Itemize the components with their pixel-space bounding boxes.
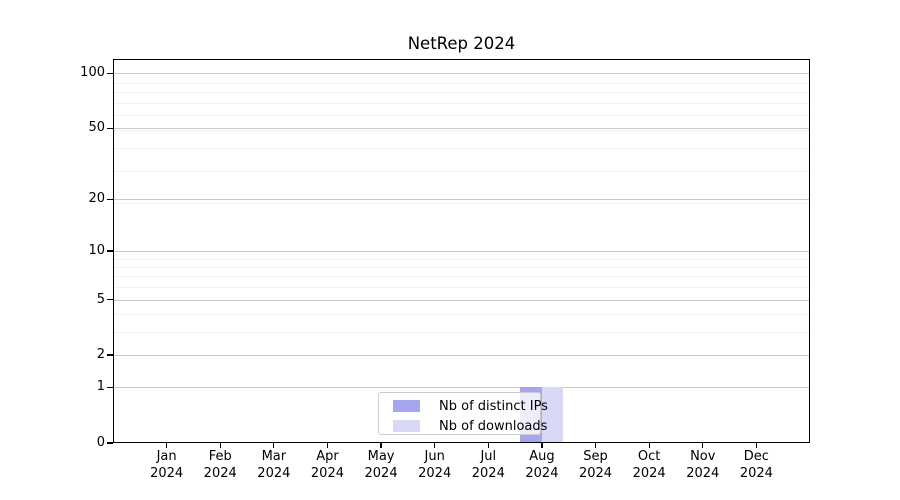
legend: Nb of distinct IPs Nb of downloads	[378, 392, 548, 435]
y-major-gridline	[113, 355, 810, 357]
x-tick-label: Sep 2024	[569, 449, 623, 482]
x-tick-mark	[702, 443, 704, 448]
x-tick-year: 2024	[525, 465, 559, 481]
y-major-gridline	[113, 299, 810, 301]
x-tick-year: 2024	[471, 465, 505, 481]
y-minor-gridline	[113, 276, 810, 278]
x-tick-label: Jun 2024	[408, 449, 462, 482]
x-tick-label: Oct 2024	[622, 449, 676, 482]
x-tick-year: 2024	[310, 465, 344, 481]
y-tick-label: 0	[96, 435, 105, 450]
chart-title: NetRep 2024	[407, 34, 516, 53]
bar-nb-of-downloads-aug	[541, 387, 564, 443]
y-major-gridline	[113, 128, 810, 130]
x-tick-mark	[219, 443, 221, 448]
legend-swatch-distinct-ips-icon	[393, 400, 420, 412]
y-tick-label: 20	[88, 191, 105, 207]
y-minor-gridline	[113, 287, 810, 289]
x-tick-year: 2024	[150, 465, 184, 481]
y-tick-mark	[107, 354, 113, 356]
plot-area: Nb of distinct IPs Nb of downloads	[113, 59, 810, 443]
y-major-gridline	[113, 73, 810, 75]
y-tick-mark	[107, 72, 113, 75]
y-tick-label: 5	[96, 291, 105, 307]
x-tick-mark	[594, 443, 597, 448]
x-tick-year: 2024	[418, 465, 452, 481]
x-tick-mark	[326, 443, 329, 448]
y-tick-mark	[107, 127, 113, 129]
x-tick-label: Dec 2024	[729, 449, 783, 482]
x-tick-label: May 2024	[354, 449, 408, 482]
x-tick-label: Jan 2024	[140, 449, 194, 482]
y-major-gridline	[113, 387, 810, 389]
y-tick-mark	[107, 298, 113, 301]
x-tick-mark	[165, 443, 168, 448]
y-major-gridline	[113, 251, 810, 252]
y-tick-label: 2	[96, 347, 105, 363]
y-minor-gridline	[113, 258, 810, 260]
y-tick-mark	[107, 198, 113, 200]
x-tick-label: Apr 2024	[300, 449, 354, 482]
y-major-gridline	[113, 199, 810, 201]
x-tick-year: 2024	[203, 465, 237, 481]
y-minor-gridline	[113, 102, 810, 104]
y-tick-label: 10	[88, 243, 105, 258]
y-minor-gridline	[113, 115, 810, 117]
y-minor-gridline	[113, 203, 810, 205]
x-tick-year: 2024	[739, 465, 773, 481]
y-minor-gridline	[113, 331, 810, 333]
legend-label-downloads: Nb of downloads	[439, 418, 548, 434]
legend-swatch-downloads-icon	[393, 420, 420, 432]
x-tick-mark	[541, 443, 543, 448]
x-tick-label: Jul 2024	[461, 449, 515, 482]
y-minor-gridline	[113, 82, 810, 84]
x-tick-year: 2024	[257, 465, 291, 481]
y-tick-label: 100	[80, 65, 105, 81]
legend-item-downloads: Nb of downloads	[393, 418, 547, 434]
y-tick-label: 1	[96, 379, 105, 395]
y-minor-gridline	[113, 92, 810, 94]
legend-label-distinct-ips: Nb of distinct IPs	[439, 398, 548, 414]
y-minor-gridline	[113, 147, 810, 149]
y-minor-gridline	[113, 129, 810, 131]
x-tick-mark	[434, 443, 436, 448]
y-minor-gridline	[113, 170, 810, 172]
x-tick-year: 2024	[686, 465, 720, 481]
x-tick-mark	[755, 443, 758, 448]
x-tick-mark	[380, 443, 382, 448]
x-tick-mark	[487, 443, 489, 448]
y-tick-mark	[107, 386, 113, 389]
x-tick-year: 2024	[632, 465, 666, 481]
x-tick-label: Nov 2024	[676, 449, 730, 482]
y-tick-label: 50	[88, 120, 105, 136]
x-tick-label: Aug 2024	[515, 449, 569, 482]
x-tick-year: 2024	[364, 465, 398, 481]
x-tick-mark	[648, 443, 650, 448]
y-tick-mark	[107, 442, 113, 444]
x-tick-mark	[273, 443, 275, 448]
x-tick-label: Mar 2024	[247, 449, 301, 482]
x-tick-label: Feb 2024	[193, 449, 247, 482]
y-tick-mark	[107, 250, 113, 252]
x-tick-year: 2024	[578, 465, 613, 481]
y-minor-gridline	[113, 314, 810, 316]
legend-item-distinct-ips: Nb of distinct IPs	[393, 398, 548, 414]
y-minor-gridline	[113, 267, 810, 269]
